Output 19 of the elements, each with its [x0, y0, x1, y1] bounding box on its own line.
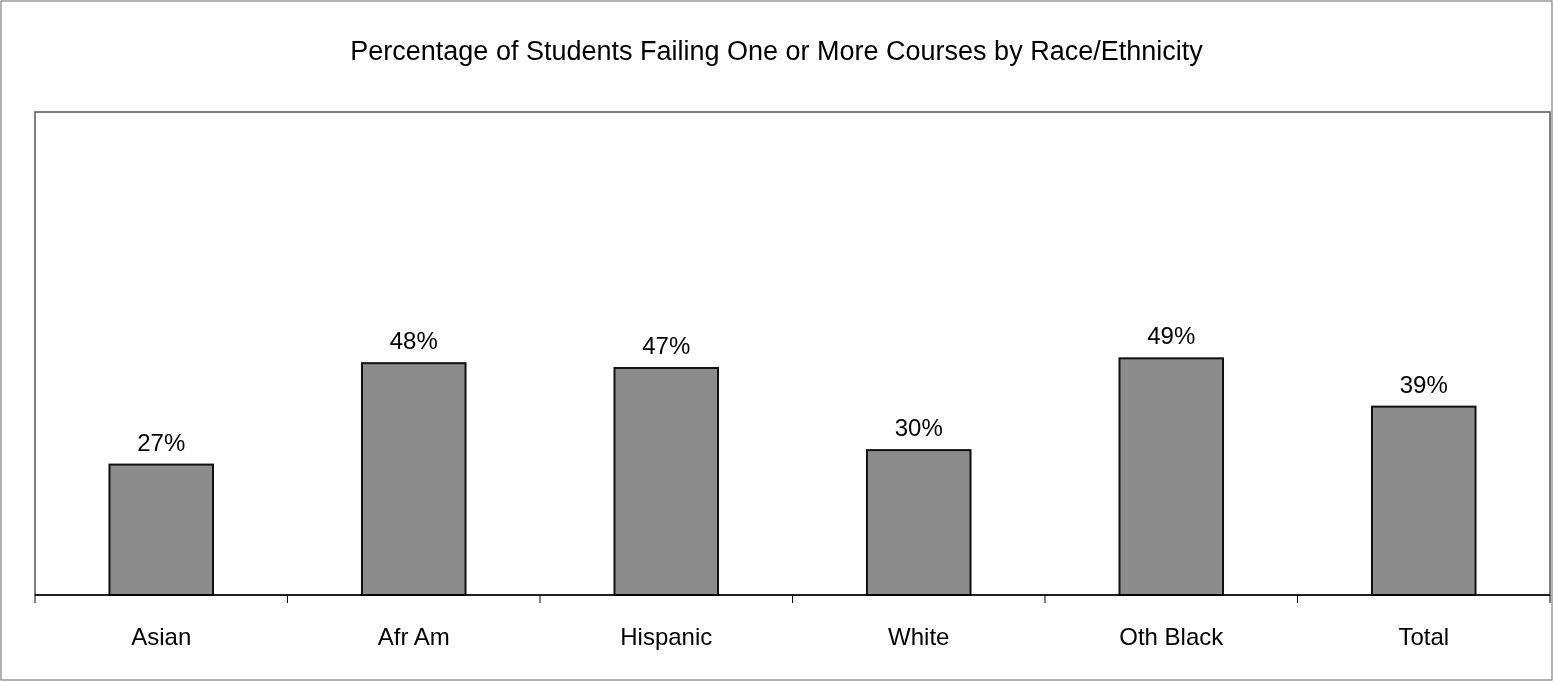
data-label: 30%: [894, 414, 943, 442]
x-tick-label: Asian: [131, 623, 192, 650]
x-tick-label: Total: [1398, 623, 1450, 650]
chart-title: Percentage of Students Failing One or More Courses by Race/Ethnicity: [350, 36, 1204, 66]
x-tick-label: Oth Black: [1119, 623, 1225, 650]
bar: [108, 463, 215, 596]
x-tick-label: Afr Am: [377, 623, 450, 650]
bar: [1370, 405, 1477, 596]
data-label: 27%: [137, 428, 186, 456]
bar: [1118, 357, 1225, 596]
data-label: 48%: [389, 327, 438, 355]
x-tick-label: White: [888, 623, 950, 650]
bar: [865, 449, 972, 596]
data-label: 49%: [1147, 322, 1196, 350]
x-tick-label: Hispanic: [620, 623, 713, 650]
bar: [613, 366, 720, 596]
data-label: 47%: [642, 331, 691, 359]
bar: [360, 362, 467, 596]
data-label: 39%: [1399, 370, 1448, 398]
